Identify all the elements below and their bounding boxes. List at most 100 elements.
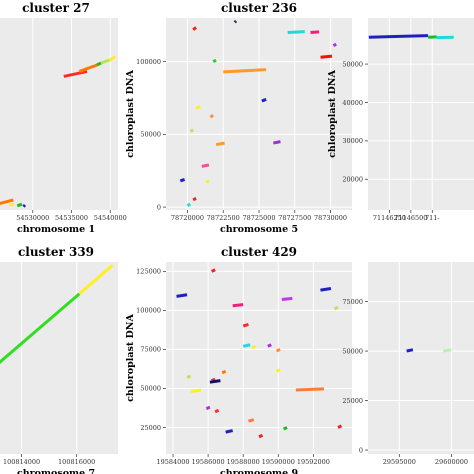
alignment-segment: [282, 426, 288, 431]
x-tick-label: 78730000: [314, 214, 347, 222]
x-tick-label: 78720000: [171, 214, 204, 222]
alignment-segment: [232, 303, 244, 308]
x-tick-label: 19586000: [192, 458, 225, 466]
y-tick-label: 30000: [342, 137, 363, 145]
grid-lines: [166, 262, 352, 454]
alignment-segment: [320, 54, 333, 59]
alignment-segment: [192, 26, 197, 31]
alignment-segment: [195, 105, 201, 110]
x-axis-label: chromosome 5: [220, 224, 298, 235]
alignment-segment: [209, 114, 214, 119]
data-marks: [0, 55, 116, 208]
alignment-segment: [251, 344, 257, 350]
alignment-segment: [221, 369, 227, 375]
grid-lines: [21, 262, 78, 454]
data-marks: [406, 348, 452, 353]
x-axis-label: chromosome 9: [220, 468, 299, 474]
alignment-segment: [209, 379, 221, 384]
grid-lines: [368, 262, 474, 454]
y-tick-label: 100000: [136, 58, 161, 66]
x-tick-label: 29600000: [435, 458, 468, 466]
x-tick-label: 78727500: [278, 214, 311, 222]
alignment-segment: [205, 405, 211, 411]
alignment-segment: [287, 30, 305, 35]
grid-lines: [32, 18, 111, 210]
alignment-segment: [275, 348, 281, 353]
alignment-segment: [22, 203, 27, 208]
y-axis-label: chloroplast DNA: [125, 314, 136, 402]
x-tick-label: 19588000: [227, 458, 260, 466]
alignment-segment: [295, 387, 324, 392]
alignment-segment: [368, 34, 429, 39]
alignment-segment: [201, 163, 210, 168]
alignment-segment: [242, 343, 251, 348]
alignment-segment: [215, 141, 225, 147]
data-marks: [179, 19, 337, 207]
chart-title: cluster 429: [221, 245, 297, 259]
data-marks: [0, 264, 114, 365]
alignment-segment: [0, 198, 14, 205]
alignment-segment: [333, 305, 339, 311]
alignment-segment: [225, 429, 234, 434]
alignment-segment: [190, 388, 202, 394]
y-tick-label: 75000: [342, 298, 363, 306]
alignment-segment: [212, 58, 217, 63]
chart-title: cluster 339: [18, 245, 94, 259]
plot-background: [368, 262, 474, 454]
plot-background: [0, 262, 118, 454]
alignment-segment: [442, 348, 452, 353]
alignment-segment: [16, 202, 23, 208]
alignment-segment: [320, 287, 332, 292]
x-tick-label: 54535000: [55, 214, 88, 222]
alignment-segment: [223, 68, 267, 74]
plot-background: [368, 18, 474, 210]
x-tick-label: 78725000: [242, 214, 275, 222]
y-tick-label: 50000: [342, 347, 363, 355]
alignment-segment: [63, 69, 88, 78]
x-tick-label: 54530000: [16, 214, 49, 222]
x-tick-label: 71146250: [373, 214, 406, 222]
x-tick-label: 54540000: [94, 214, 127, 222]
x-tick-label: 19590000: [262, 458, 295, 466]
y-tick-label: 100000: [136, 307, 161, 315]
alignment-segment: [9, 202, 15, 207]
grid-lines: [166, 18, 352, 210]
y-tick-label: 20000: [342, 176, 363, 184]
alignment-segment: [258, 433, 264, 439]
y-tick-label: 0: [359, 446, 363, 454]
y-tick-label: 50000: [140, 131, 161, 139]
alignment-segment: [176, 293, 188, 298]
data-marks: [368, 34, 454, 40]
x-tick-label: 100816000: [58, 458, 95, 466]
y-tick-label: 125000: [136, 268, 161, 276]
alignment-segment: [406, 348, 414, 353]
alignment-segment: [0, 292, 81, 365]
alignment-segment: [214, 408, 220, 414]
x-axis-label: chromosome 1: [17, 224, 95, 235]
y-tick-label: 50000: [140, 385, 161, 393]
y-tick-label: 0: [157, 203, 161, 211]
alignment-segment: [189, 128, 194, 133]
alignment-segment: [233, 19, 238, 24]
y-tick-label: 40000: [342, 99, 363, 107]
alignment-segment: [261, 98, 267, 103]
alignment-segment: [179, 178, 186, 183]
alignment-segment: [96, 61, 102, 67]
alignment-segment: [273, 140, 281, 145]
data-marks: [176, 268, 343, 439]
chart-panel: 78720000 78722500 78725000 78727500 78730000…: [125, 1, 352, 235]
chart-panel: 19584000 19586000 19588000 19590000 19592000…: [125, 245, 352, 474]
alignment-segment: [205, 179, 210, 184]
alignment-segment: [242, 323, 249, 328]
x-axis-label: chromosome 7: [17, 468, 95, 474]
grid-lines: [368, 18, 474, 210]
x-tick-label: 71146500: [394, 214, 427, 222]
alignment-segment: [78, 63, 99, 73]
x-tick-label: 711-: [425, 214, 440, 222]
alignment-segment: [332, 42, 337, 47]
alignment-segment: [186, 374, 192, 379]
y-tick-label: 25000: [140, 424, 161, 432]
y-axis-label: chloroplast DNA: [125, 70, 136, 158]
alignment-segment: [186, 202, 192, 207]
